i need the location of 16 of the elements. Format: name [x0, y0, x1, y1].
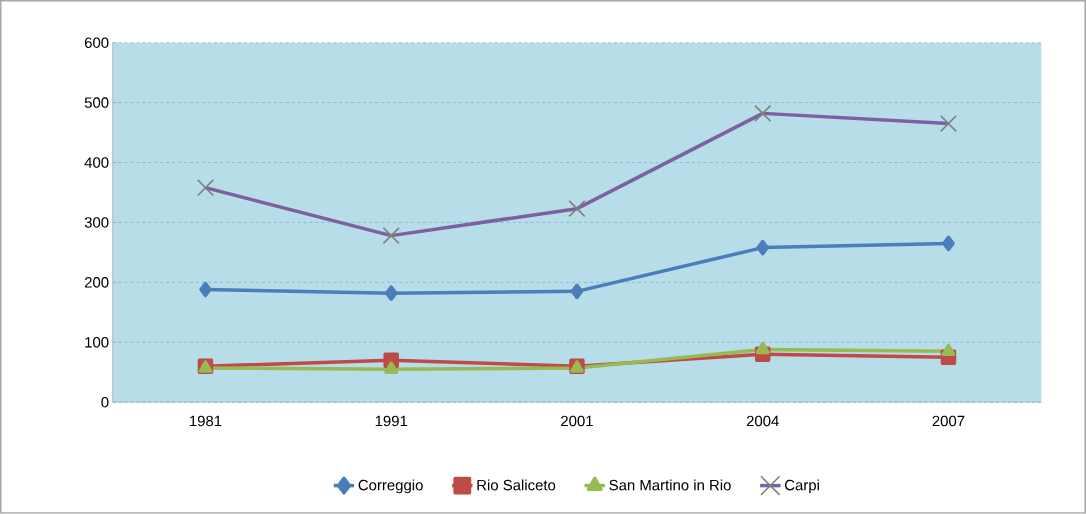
- legend-label: San Martino in Rio: [609, 479, 731, 491]
- legend-label: Correggio: [358, 479, 423, 494]
- y-tick-label: 200: [84, 277, 109, 288]
- x-tick-label: 2007: [932, 415, 965, 427]
- legend-label: Carpi: [785, 479, 819, 494]
- legend-label: Rio Saliceto: [477, 479, 556, 491]
- x-tick-label: 1981: [190, 415, 222, 427]
- x-tick-label: 1991: [375, 415, 408, 427]
- y-tick-label: 600: [84, 37, 109, 49]
- y-tick-label: 100: [85, 337, 109, 348]
- x-tick-label: 2004: [746, 415, 779, 427]
- y-tick-label: 300: [84, 217, 109, 228]
- y-tick-label: 0: [101, 397, 109, 408]
- x-tick-label: 2001: [561, 415, 593, 427]
- y-tick-label: 500: [84, 97, 109, 108]
- y-tick-label: 400: [84, 157, 109, 168]
